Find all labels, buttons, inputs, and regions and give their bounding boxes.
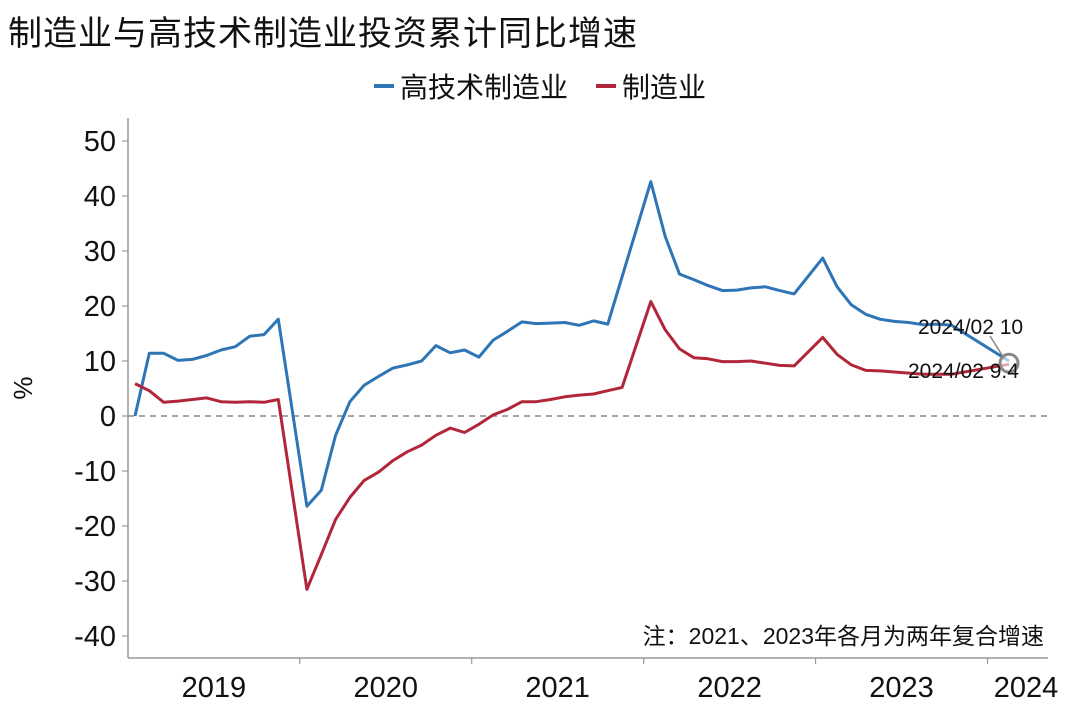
y-tick-label: 30 [84, 236, 116, 268]
y-tick-label: -10 [74, 456, 116, 488]
legend-swatch-manufacturing [596, 84, 616, 88]
legend-label-manufacturing: 制造业 [622, 71, 707, 104]
x-tick-label: 2019 [182, 672, 247, 704]
y-tick-label: 0 [100, 401, 116, 433]
y-tick-label: -30 [74, 566, 116, 598]
x-tick-label: 2022 [697, 672, 762, 704]
annotation-manufacturing: 2024/02 9.4 [908, 360, 1019, 383]
annotation-leader-hightech [989, 335, 1005, 359]
x-tick-label: 2020 [353, 672, 418, 704]
x-tick-label: 2024 [994, 672, 1059, 704]
y-tick-label: 20 [84, 291, 116, 323]
annotation-hightech: 2024/02 10 [918, 316, 1023, 339]
series-line-hightech [133, 180, 1010, 508]
y-tick-label: 40 [84, 181, 116, 213]
legend-item-manufacturing: 制造业 [596, 66, 706, 106]
series-line-manufacturing [134, 300, 1010, 591]
y-axis-label: % [8, 376, 38, 399]
legend: 高技术制造业 制造业 [0, 66, 1080, 106]
chart-note: 注：2021、2023年各月为两年复合增速 [643, 623, 1044, 649]
legend-label-hightech: 高技术制造业 [399, 71, 568, 104]
x-tick-label: 2021 [525, 672, 590, 704]
y-tick-label: 50 [84, 126, 116, 158]
y-tick-label: -40 [74, 621, 116, 653]
legend-item-hightech: 高技术制造业 [373, 66, 568, 106]
y-tick-label: 10 [84, 346, 116, 378]
latest-point-marker [998, 352, 1020, 374]
y-tick-label: -20 [74, 511, 116, 543]
x-tick-label: 2023 [869, 672, 934, 704]
chart-title: 制造业与高技术制造业投资累计同比增速 [8, 14, 638, 54]
legend-swatch-hightech [373, 84, 394, 88]
